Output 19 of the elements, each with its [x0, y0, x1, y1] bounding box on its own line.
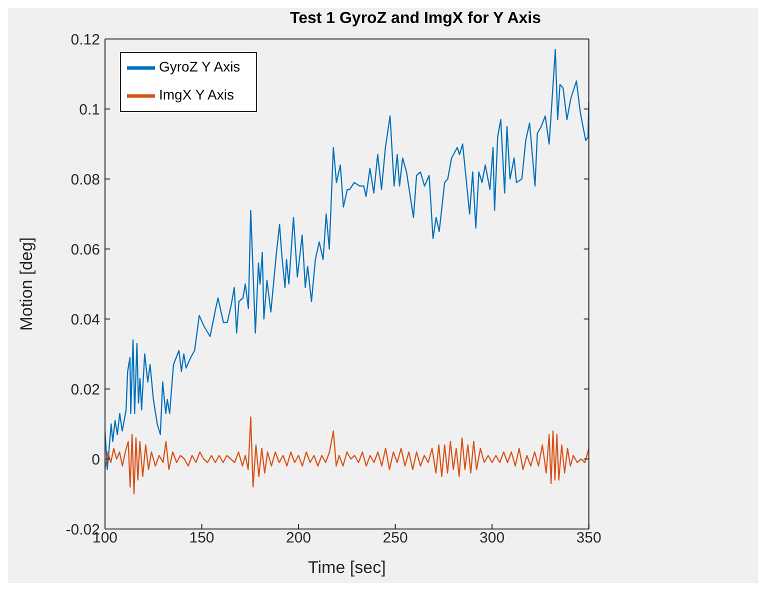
line-series [105, 48, 589, 470]
y-tick-label: 0.12 [70, 31, 100, 48]
legend-label: ImgX Y Axis [159, 86, 234, 103]
x-tick-label: 150 [189, 530, 214, 547]
x-tick-label: 200 [286, 530, 312, 547]
line-series [105, 416, 589, 495]
x-axis-title: Time [sec] [308, 558, 386, 577]
y-axis-title: Motion [deg] [17, 237, 36, 331]
chart-title: Test 1 GyroZ and ImgX for Y Axis [288, 10, 542, 28]
x-tick-label: 250 [382, 530, 408, 547]
legend-label: GyroZ Y Axis [159, 58, 240, 75]
x-tick-label: 350 [576, 530, 602, 547]
y-tick-label: 0.1 [79, 101, 100, 118]
x-tick-label: 300 [480, 530, 505, 547]
y-tick-label: 0.08 [70, 171, 100, 188]
y-tick-label: 0.02 [70, 381, 100, 398]
y-tick-label: 0.06 [70, 241, 100, 258]
y-tick-label: 0 [92, 451, 100, 468]
y-tick-label: 0.04 [70, 311, 100, 328]
